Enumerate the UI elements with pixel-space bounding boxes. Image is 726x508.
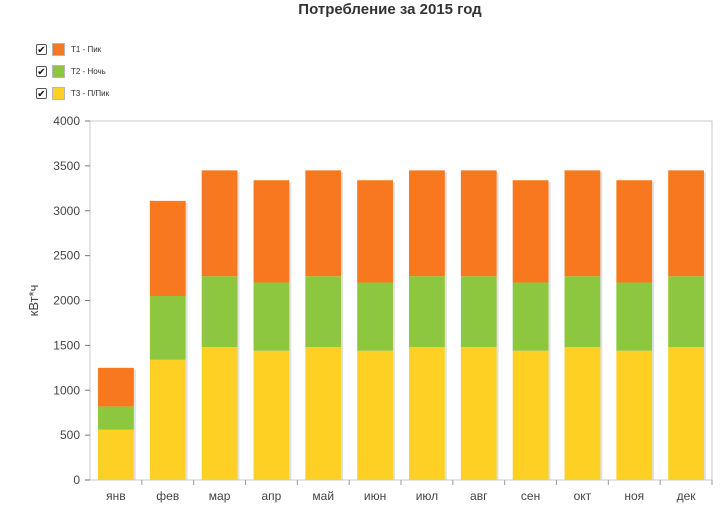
legend-swatch-t2 (52, 64, 65, 78)
bar-окт-series0 (564, 347, 601, 480)
bar-янв-series1 (98, 406, 134, 430)
bar-мар-series2 (201, 170, 238, 277)
y-tick-label: 0 (73, 473, 80, 487)
bar-апр-series0 (253, 350, 290, 480)
x-tick-label: сен (521, 489, 540, 503)
bar-апр-series2 (253, 180, 290, 283)
x-tick-label: июн (364, 489, 386, 503)
bar-ноя-series1 (616, 282, 653, 351)
legend-label-t2: Т2 - Ночь (71, 66, 106, 76)
x-tick-label: янв (106, 489, 126, 503)
y-tick-label: 3500 (53, 159, 80, 173)
x-tick-label: ноя (624, 489, 644, 503)
y-tick-label: 500 (60, 428, 80, 442)
bar-май-series1 (305, 276, 342, 348)
bar-окт-series2 (564, 170, 601, 277)
bar-ноя-series2 (616, 180, 653, 283)
bar-shadow (652, 182, 655, 481)
bar-июн-series0 (357, 350, 393, 480)
y-tick-label: 1000 (53, 383, 80, 397)
bar-июн-series2 (357, 180, 393, 283)
y-tick-label: 4000 (53, 114, 80, 128)
bar-май-series2 (305, 170, 342, 277)
bar-shadow (133, 369, 136, 480)
x-tick-label: мар (209, 489, 231, 503)
y-axis-label: кВт*ч (26, 285, 41, 317)
bar-shadow (496, 172, 499, 481)
bar-ноя-series0 (616, 350, 653, 480)
bar-июл-series1 (409, 276, 445, 348)
bar-shadow (237, 172, 240, 481)
bar-окт-series1 (564, 276, 601, 348)
legend-label-t3: Т3 - П/Пик (71, 88, 110, 98)
legend-item-t1[interactable]: ✔ Т1 - Пик (36, 38, 109, 60)
bar-shadow (703, 172, 706, 481)
bar-июн-series1 (357, 282, 393, 351)
bar-авг-series0 (460, 347, 497, 480)
x-tick-label: июл (416, 489, 438, 503)
x-tick-label: окт (574, 489, 592, 503)
checkbox-t3[interactable]: ✔ (36, 87, 47, 100)
y-tick-label: 2000 (53, 294, 80, 308)
bar-сен-series2 (512, 180, 549, 283)
bar-фев-series2 (149, 200, 186, 297)
bar-сен-series0 (512, 350, 549, 480)
bar-shadow (548, 182, 551, 481)
checkbox-t2[interactable]: ✔ (36, 65, 47, 78)
bar-янв-series2 (98, 367, 134, 407)
bar-дек-series0 (668, 347, 704, 480)
legend-item-t3[interactable]: ✔ Т3 - П/Пик (36, 82, 109, 104)
bar-shadow (444, 172, 447, 481)
bar-shadow (600, 172, 603, 481)
bar-сен-series1 (512, 282, 549, 351)
bar-фев-series0 (149, 359, 186, 480)
bar-мар-series1 (201, 276, 238, 348)
bar-дек-series1 (668, 276, 704, 348)
legend: ✔ Т1 - Пик ✔ Т2 - Ночь ✔ Т3 - П/Пик (36, 38, 109, 104)
bar-янв-series0 (98, 429, 134, 480)
x-tick-label: фев (156, 489, 179, 503)
y-tick-label: 3000 (53, 204, 80, 218)
legend-label-t1: Т1 - Пик (71, 44, 102, 54)
bar-shadow (392, 182, 395, 481)
bar-дек-series2 (668, 170, 704, 277)
bar-фев-series1 (149, 296, 186, 360)
legend-swatch-t1 (52, 42, 65, 56)
y-tick-label: 1500 (53, 338, 80, 352)
x-tick-label: авг (470, 489, 488, 503)
bar-авг-series1 (460, 276, 497, 348)
bar-авг-series2 (460, 170, 497, 277)
chart-title: Потребление за 2015 год (298, 1, 482, 18)
bar-shadow (341, 172, 344, 481)
x-tick-label: май (312, 489, 334, 503)
x-tick-label: апр (261, 489, 281, 503)
bar-апр-series1 (253, 282, 290, 351)
bar-мар-series0 (201, 347, 238, 480)
bar-shadow (289, 182, 292, 481)
x-tick-label: дек (677, 489, 697, 503)
bar-май-series0 (305, 347, 342, 480)
legend-swatch-t3 (52, 86, 65, 100)
bar-июл-series2 (409, 170, 445, 277)
checkbox-t1[interactable]: ✔ (36, 43, 47, 56)
y-tick-label: 2500 (53, 249, 80, 263)
bar-shadow (185, 202, 188, 480)
legend-item-t2[interactable]: ✔ Т2 - Ночь (36, 60, 109, 82)
bar-июл-series0 (409, 347, 445, 480)
